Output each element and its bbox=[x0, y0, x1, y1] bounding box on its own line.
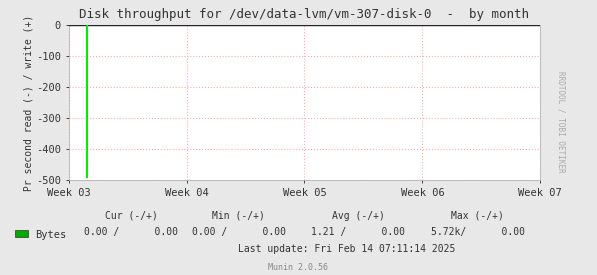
Text: Avg (-/+): Avg (-/+) bbox=[332, 211, 384, 221]
Text: RRDTOOL / TOBI OETIKER: RRDTOOL / TOBI OETIKER bbox=[556, 71, 565, 173]
Text: Munin 2.0.56: Munin 2.0.56 bbox=[269, 263, 328, 271]
Text: Bytes: Bytes bbox=[35, 230, 66, 240]
Y-axis label: Pr second read (-) / write (+): Pr second read (-) / write (+) bbox=[23, 14, 33, 191]
Text: Max (-/+): Max (-/+) bbox=[451, 211, 504, 221]
Text: Cur (-/+): Cur (-/+) bbox=[105, 211, 158, 221]
Title: Disk throughput for /dev/data-lvm/vm-307-disk-0  -  by month: Disk throughput for /dev/data-lvm/vm-307… bbox=[79, 8, 530, 21]
Text: 1.21 /      0.00: 1.21 / 0.00 bbox=[311, 227, 405, 237]
Text: 0.00 /      0.00: 0.00 / 0.00 bbox=[192, 227, 286, 237]
Text: Last update: Fri Feb 14 07:11:14 2025: Last update: Fri Feb 14 07:11:14 2025 bbox=[238, 244, 455, 254]
Text: 0.00 /      0.00: 0.00 / 0.00 bbox=[84, 227, 179, 237]
Text: 5.72k/      0.00: 5.72k/ 0.00 bbox=[430, 227, 525, 237]
Text: Min (-/+): Min (-/+) bbox=[213, 211, 265, 221]
